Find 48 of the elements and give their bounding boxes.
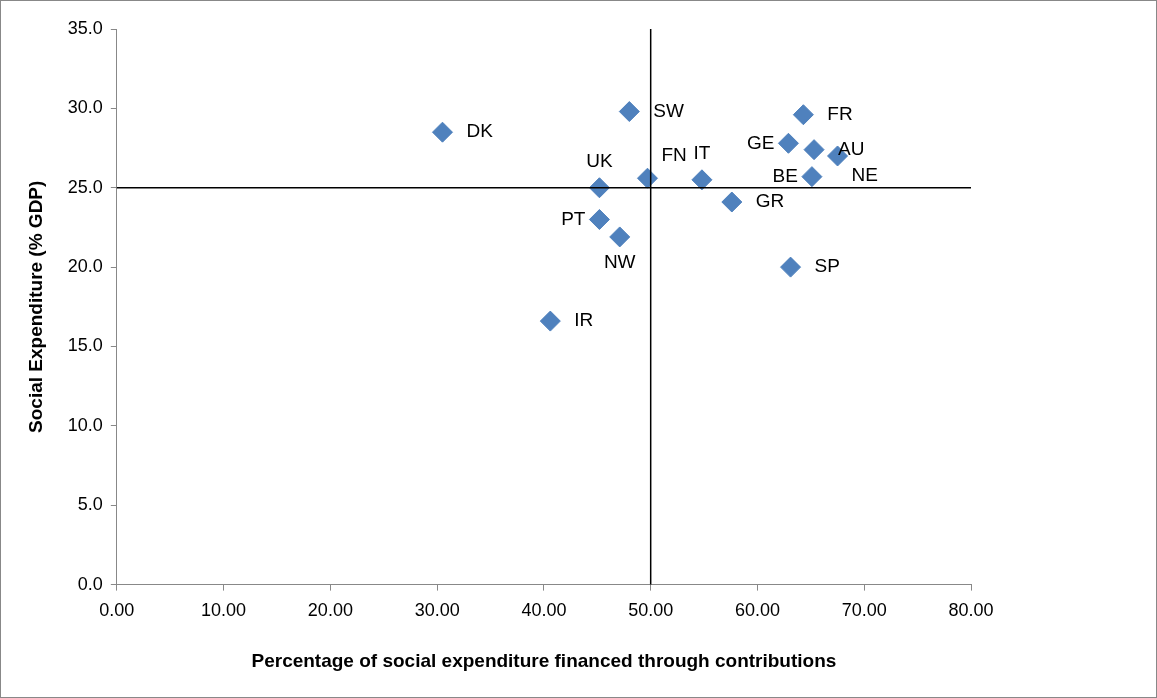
y-tick-label: 10.0 <box>67 414 103 435</box>
y-tick-label: 5.0 <box>77 494 103 515</box>
y-tick-label: 0.0 <box>77 573 103 594</box>
point <box>780 256 802 278</box>
annotation: FN <box>661 144 687 166</box>
y-tick-label: 25.0 <box>67 176 103 197</box>
point <box>431 121 453 143</box>
annotation: IR <box>574 309 594 331</box>
annotation: AU <box>838 137 865 159</box>
annotation: DK <box>466 120 494 142</box>
point <box>539 310 561 332</box>
y-tick-label: 20.0 <box>67 256 103 277</box>
x-tick-label: 40.00 <box>521 600 567 621</box>
x-tick-label: 50.00 <box>628 600 674 621</box>
point <box>588 208 610 230</box>
point <box>609 226 631 248</box>
x-tick-label: 10.00 <box>201 600 247 621</box>
annotation: GE <box>746 131 775 153</box>
annotation: PT <box>561 207 586 229</box>
x-tick-label: 80.00 <box>948 600 994 621</box>
point <box>588 177 610 199</box>
annotation: SW <box>653 99 685 121</box>
annotation: SP <box>814 255 840 277</box>
point <box>792 104 814 126</box>
y-tick-label: 30.0 <box>67 97 103 118</box>
annotation: NW <box>603 251 636 273</box>
y-tick-label: 15.0 <box>67 335 103 356</box>
annotation: GR <box>755 190 785 212</box>
point <box>721 191 743 213</box>
annotation: UK <box>586 149 613 171</box>
x-axis-title: Percentage of social expenditure financed through contributions <box>251 649 837 671</box>
annotation: IT <box>693 142 711 164</box>
annotation: BE <box>772 164 798 186</box>
annotation: FR <box>827 102 853 124</box>
point <box>777 132 799 154</box>
y-axis-title: Social Expenditure (% GDP) <box>24 180 46 433</box>
x-tick-label: 0.00 <box>99 600 135 621</box>
annotation: NE <box>851 164 878 186</box>
point <box>618 101 640 123</box>
y-tick-label: 35.0 <box>67 17 103 38</box>
point <box>691 169 713 191</box>
x-tick-label: 20.00 <box>307 600 353 621</box>
point <box>803 139 825 161</box>
x-tick-label: 70.00 <box>841 600 887 621</box>
point <box>636 167 658 189</box>
x-tick-label: 30.00 <box>414 600 460 621</box>
x-tick-label: 60.00 <box>734 600 780 621</box>
point <box>801 166 823 188</box>
